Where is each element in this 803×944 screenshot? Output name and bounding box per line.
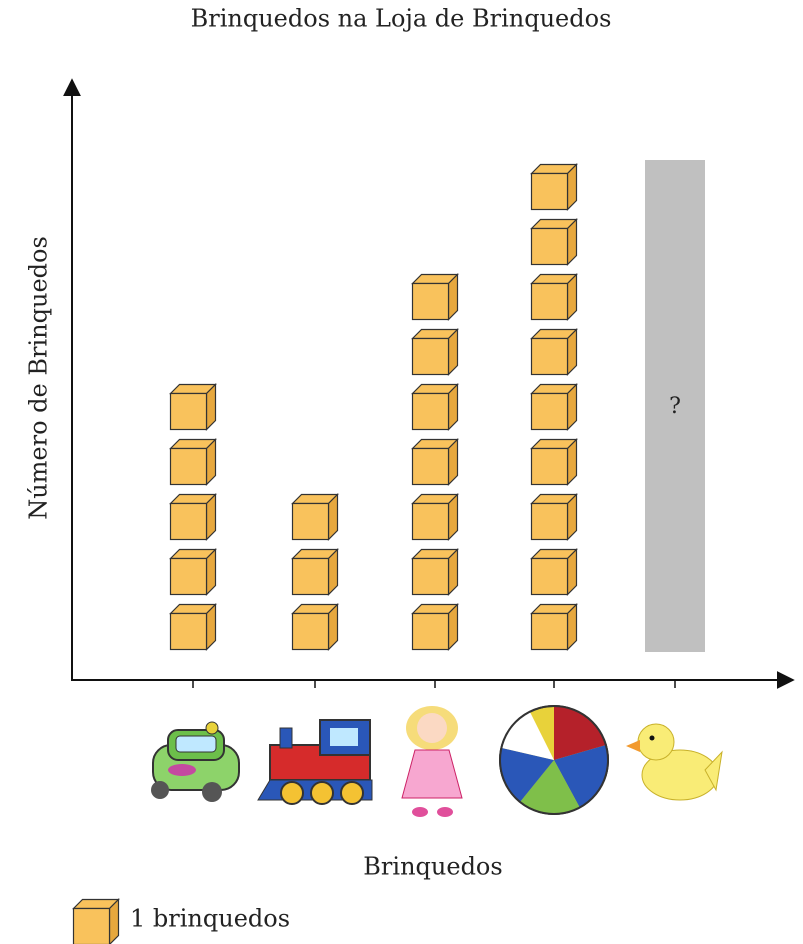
cube-front (411, 337, 450, 376)
cube-front (169, 447, 208, 486)
cube-front (411, 502, 450, 541)
y-axis-label: Número de Brinquedos (25, 236, 53, 520)
cube-front (411, 612, 450, 651)
cube-front (169, 557, 208, 596)
legend-label: 1 brinquedos (130, 905, 290, 933)
legend-icon (72, 898, 120, 944)
cube-front (291, 557, 330, 596)
cube-front (530, 502, 569, 541)
cube-front (530, 392, 569, 431)
cube-front (530, 282, 569, 321)
cube-front (530, 172, 569, 211)
pictograph-column (530, 163, 578, 651)
cube-front (169, 612, 208, 651)
pictograph-column (411, 273, 459, 651)
unknown-label: ? (669, 394, 681, 419)
cube-front (530, 227, 569, 266)
cube-front (411, 282, 450, 321)
car-icon (151, 721, 240, 802)
train-icon (257, 719, 373, 805)
duck-icon (626, 723, 723, 801)
cube-front (72, 907, 111, 944)
cube-front (291, 612, 330, 651)
cube-front (530, 447, 569, 486)
pictograph-column (169, 383, 217, 651)
doll-icon (401, 706, 463, 817)
cube-front (530, 557, 569, 596)
ball-icon (499, 705, 609, 815)
cube-front (411, 392, 450, 431)
unknown-bar (645, 160, 705, 652)
cube-front (291, 502, 330, 541)
cube-front (411, 557, 450, 596)
x-axis-label: Brinquedos (363, 853, 502, 881)
cube-front (169, 502, 208, 541)
pictograph-column (291, 493, 339, 651)
x-ticks (192, 680, 676, 688)
chart-title: Brinquedos na Loja de Brinquedos (191, 5, 612, 33)
cube-front (530, 337, 569, 376)
cube-front (411, 447, 450, 486)
cube-front (169, 392, 208, 431)
cube-front (530, 612, 569, 651)
